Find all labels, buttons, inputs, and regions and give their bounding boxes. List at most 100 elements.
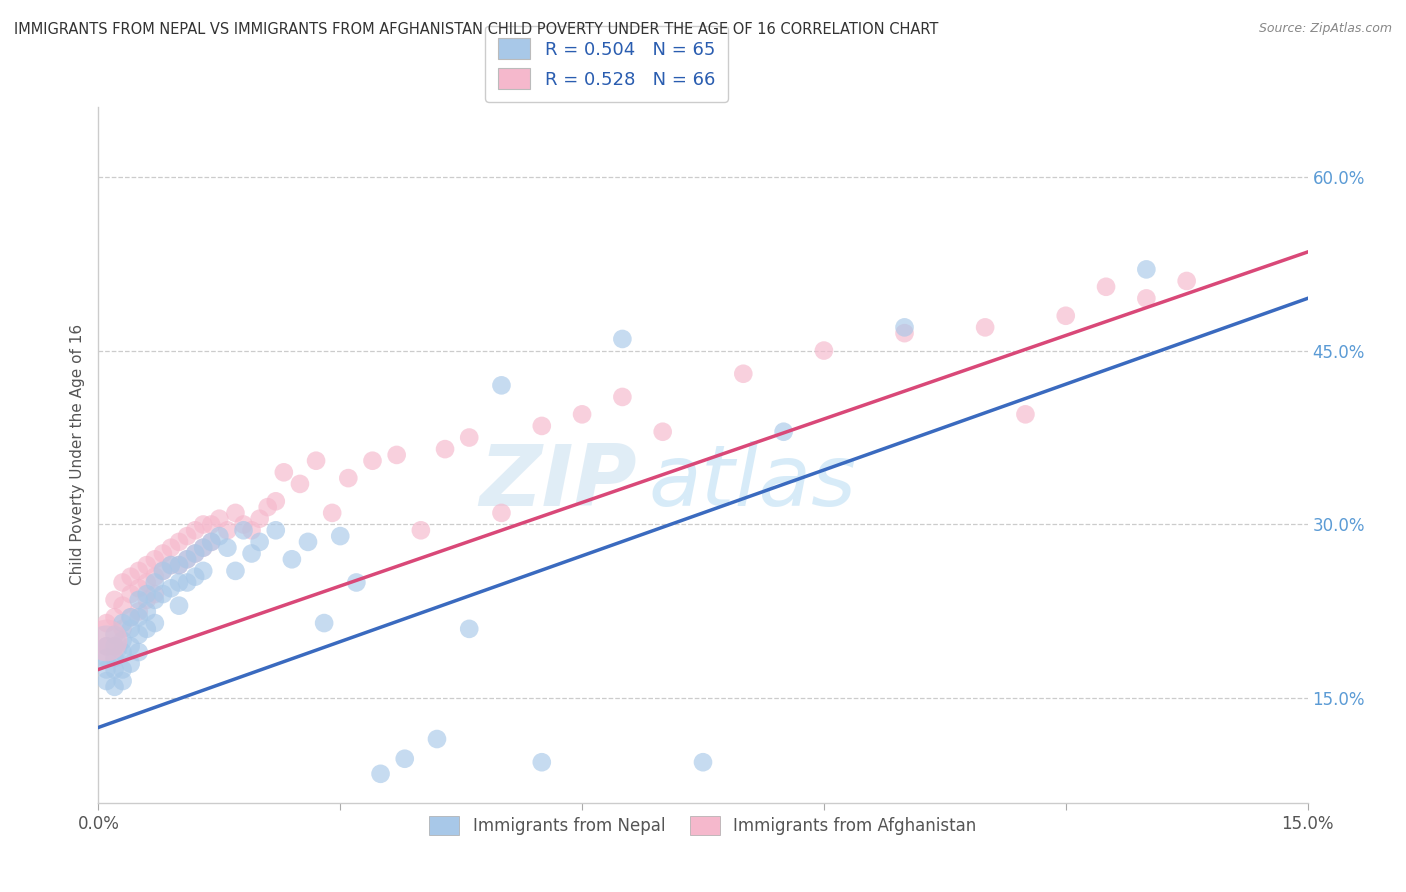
Point bbox=[893, 326, 915, 341]
Point bbox=[111, 674, 134, 689]
Point bbox=[240, 546, 263, 561]
Y-axis label: Child Poverty Under the Age of 16: Child Poverty Under the Age of 16 bbox=[69, 325, 84, 585]
Point bbox=[491, 506, 513, 520]
Point bbox=[530, 418, 553, 433]
Point bbox=[651, 425, 673, 439]
Point bbox=[96, 662, 118, 677]
Point bbox=[135, 587, 157, 601]
Point bbox=[120, 587, 142, 601]
Point bbox=[1014, 407, 1036, 421]
Point bbox=[135, 575, 157, 590]
Point bbox=[692, 755, 714, 769]
Point bbox=[612, 390, 634, 404]
Point bbox=[152, 564, 174, 578]
Point bbox=[434, 442, 457, 457]
Point bbox=[103, 592, 125, 607]
Point bbox=[103, 680, 125, 694]
Point bbox=[103, 651, 125, 665]
Point bbox=[143, 615, 166, 630]
Point bbox=[167, 535, 190, 549]
Point bbox=[264, 494, 287, 508]
Point bbox=[297, 535, 319, 549]
Point bbox=[344, 575, 367, 590]
Point bbox=[1175, 274, 1198, 288]
Point bbox=[167, 558, 190, 573]
Point bbox=[281, 552, 304, 566]
Point bbox=[160, 558, 183, 573]
Point bbox=[612, 332, 634, 346]
Point bbox=[111, 599, 134, 613]
Point bbox=[208, 529, 231, 543]
Point bbox=[120, 639, 142, 653]
Point bbox=[176, 575, 198, 590]
Point bbox=[120, 610, 142, 624]
Point bbox=[111, 615, 134, 630]
Point bbox=[217, 541, 239, 555]
Point bbox=[111, 645, 134, 659]
Point bbox=[184, 523, 207, 537]
Point bbox=[394, 752, 416, 766]
Point bbox=[193, 541, 215, 555]
Point bbox=[128, 628, 150, 642]
Point bbox=[143, 592, 166, 607]
Point bbox=[1135, 262, 1157, 277]
Point bbox=[152, 564, 174, 578]
Point bbox=[128, 610, 150, 624]
Point bbox=[143, 552, 166, 566]
Point bbox=[361, 453, 384, 467]
Point bbox=[96, 633, 118, 648]
Point bbox=[409, 523, 432, 537]
Point bbox=[96, 615, 118, 630]
Point bbox=[167, 575, 190, 590]
Point bbox=[176, 552, 198, 566]
Point bbox=[160, 582, 183, 596]
Point bbox=[111, 622, 134, 636]
Point bbox=[111, 575, 134, 590]
Point bbox=[426, 731, 449, 746]
Point bbox=[224, 506, 246, 520]
Point bbox=[321, 506, 343, 520]
Point bbox=[288, 476, 311, 491]
Point bbox=[200, 535, 222, 549]
Point bbox=[193, 564, 215, 578]
Point bbox=[120, 570, 142, 584]
Point bbox=[184, 546, 207, 561]
Point bbox=[193, 517, 215, 532]
Point bbox=[1054, 309, 1077, 323]
Point bbox=[249, 535, 271, 549]
Point bbox=[217, 523, 239, 537]
Point bbox=[120, 610, 142, 624]
Point bbox=[103, 639, 125, 653]
Point bbox=[152, 546, 174, 561]
Point bbox=[458, 431, 481, 445]
Point bbox=[103, 628, 125, 642]
Point bbox=[458, 622, 481, 636]
Point bbox=[256, 500, 278, 514]
Legend: Immigrants from Nepal, Immigrants from Afghanistan: Immigrants from Nepal, Immigrants from A… bbox=[420, 807, 986, 843]
Point bbox=[120, 622, 142, 636]
Text: IMMIGRANTS FROM NEPAL VS IMMIGRANTS FROM AFGHANISTAN CHILD POVERTY UNDER THE AGE: IMMIGRANTS FROM NEPAL VS IMMIGRANTS FROM… bbox=[14, 22, 938, 37]
Point bbox=[160, 541, 183, 555]
Point bbox=[111, 633, 134, 648]
Point bbox=[370, 767, 392, 781]
Point bbox=[143, 587, 166, 601]
Point bbox=[184, 546, 207, 561]
Point bbox=[135, 605, 157, 619]
Point bbox=[103, 610, 125, 624]
Point bbox=[813, 343, 835, 358]
Point bbox=[264, 523, 287, 537]
Point bbox=[224, 564, 246, 578]
Point bbox=[232, 523, 254, 537]
Point bbox=[143, 570, 166, 584]
Text: atlas: atlas bbox=[648, 442, 856, 524]
Point bbox=[128, 605, 150, 619]
Point bbox=[337, 471, 360, 485]
Point bbox=[176, 552, 198, 566]
Point bbox=[96, 639, 118, 653]
Point bbox=[96, 674, 118, 689]
Point bbox=[135, 622, 157, 636]
Point bbox=[249, 511, 271, 525]
Point bbox=[530, 755, 553, 769]
Point bbox=[167, 599, 190, 613]
Point bbox=[96, 639, 118, 653]
